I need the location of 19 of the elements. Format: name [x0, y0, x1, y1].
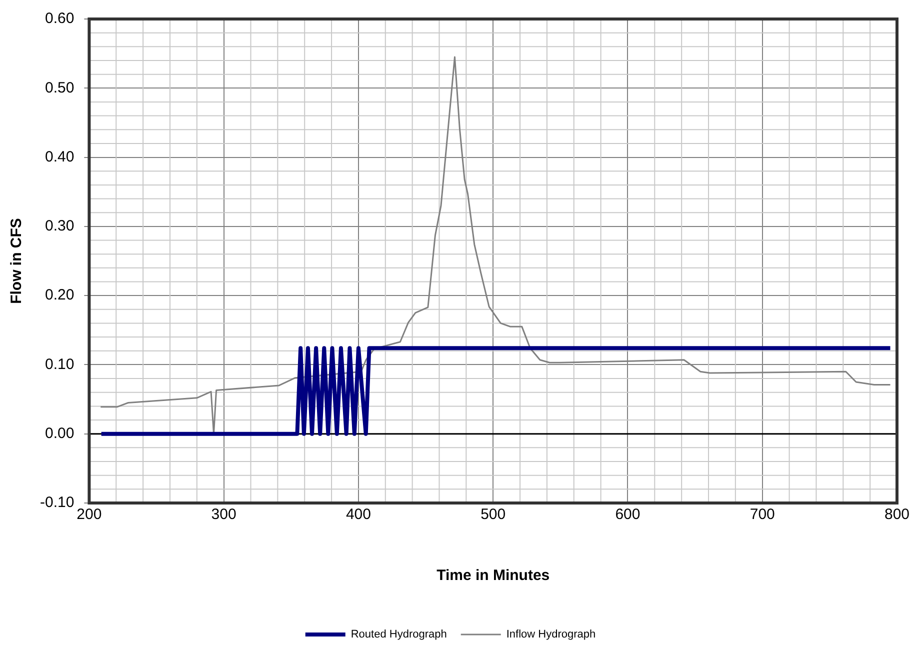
y-tick-label: 0.10 — [44, 356, 74, 373]
x-tick-label: 800 — [884, 506, 910, 524]
y-tick-label: 0.00 — [44, 425, 74, 442]
legend-label: Inflow Hydrograph — [506, 628, 596, 641]
y-tick-label: -0.10 — [40, 494, 74, 512]
x-tick-label: 700 — [750, 506, 775, 524]
x-axis-title: Time in Minutes — [436, 567, 550, 584]
y-tick-label: 0.60 — [44, 10, 74, 28]
x-tick-label: 500 — [480, 506, 506, 524]
x-tick-label: 600 — [615, 506, 640, 524]
y-tick-label: 0.30 — [44, 218, 74, 235]
x-tick-label: 200 — [76, 506, 102, 524]
y-tick-label: 0.40 — [44, 148, 74, 166]
y-tick-label: 0.20 — [44, 286, 74, 304]
y-tick-label: 0.50 — [44, 79, 74, 96]
y-axis-title: Flow in CFS — [8, 218, 26, 304]
x-tick-label: 400 — [346, 506, 371, 524]
legend-label: Routed Hydrograph — [350, 628, 447, 641]
x-tick-label: 300 — [211, 506, 236, 524]
